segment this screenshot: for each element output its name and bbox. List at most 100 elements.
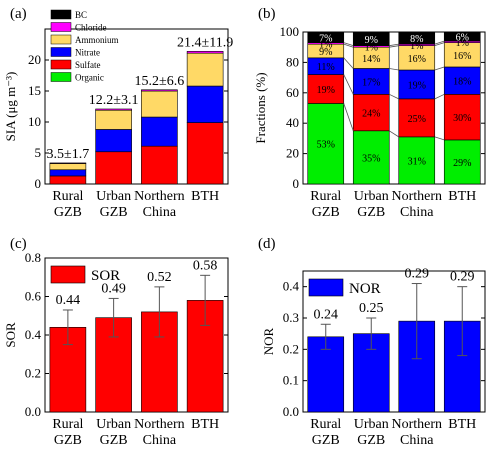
value-label: 0.49 [101,281,126,296]
y-tick-label: 0.3 [283,310,299,325]
total-annotation: 21.4±11.9 [177,35,233,50]
x-tick-label: GZB [54,205,82,220]
x-tick-label: GZB [100,205,128,220]
bar-segment-nitrate [398,69,436,100]
x-tick-label: Urban [354,189,389,204]
connector-line [434,40,445,45]
x-tick-label: GZB [100,433,128,448]
legend-label: SOR [91,268,120,284]
panel-label: (a) [10,6,27,22]
y-tick-label: 20 [286,146,299,161]
legend-swatch [50,34,72,45]
connector-line [343,74,354,95]
panel-label: (d) [258,236,276,252]
bar-segment-sulfate [141,145,178,185]
segment-label: 19% [317,85,335,96]
x-tick-label: Northern [134,417,185,432]
legend-label: NOR [349,281,381,297]
segment-label: 29% [453,158,471,169]
x-tick-label: China [400,433,434,448]
y-tick-label: 100 [280,24,300,39]
bar-segment-chloride [141,89,178,92]
x-tick-label: BTH [448,417,476,432]
x-tick-label: GZB [54,433,82,448]
segment-label: 8% [410,34,423,45]
value-label: 0.58 [193,258,218,273]
y-axis-label: Fractions (%) [253,72,268,143]
bar-segment-bc [352,31,390,46]
segment-label: 17% [362,77,380,88]
bar-segment-chloride [95,108,132,111]
y-tick-label: 60 [286,85,299,100]
legend-swatch [50,47,72,57]
y-tick-label: 5 [35,145,42,160]
value-label: 0.25 [359,301,384,316]
bar-segment-nitrate [141,116,178,147]
bar-segment-ammonium [95,109,132,130]
bar-segment-sulfate [49,175,87,185]
x-tick-label: BTH [191,189,219,204]
value-label: 0.29 [450,270,475,285]
segment-label: 7% [319,33,332,44]
segment-label: 9% [319,47,332,58]
connector-line [434,42,445,47]
segment-label: 18% [453,77,471,88]
panel-label: (c) [10,236,27,252]
bar-segment-ammonium [186,52,224,87]
value-label: 0.44 [56,293,81,308]
bar-segment-organic [352,130,390,185]
x-tick-label: Northern [391,417,442,432]
x-tick-label: GZB [312,205,340,220]
x-tick-label: Rural [310,189,341,204]
value-label: 0.52 [147,270,172,285]
segment-label: 6% [456,33,469,44]
segment-label: 1% [410,41,423,52]
bar-segment-ammonium [398,45,436,71]
x-tick-label: Urban [96,417,131,432]
y-axis-label: SIA (μg m⁻³) [3,72,18,142]
bar-segment-bc [443,31,481,42]
segment-label: 16% [453,51,471,62]
connector-line [434,66,445,71]
x-tick-label: China [143,433,177,448]
y-tick-label: 10 [28,114,41,129]
x-tick-label: GZB [312,433,340,448]
y-tick-label: 0 [35,176,42,191]
value-label: 0.29 [405,267,430,282]
connector-line [343,43,354,48]
legend-label: Chloride [75,23,107,33]
bar-segment-nitrate [49,169,87,177]
total-annotation: 12.2±3.1 [89,93,139,108]
panel-b: (b)020406080100RuralGZBUrbanGZBNorthernC… [253,6,486,220]
plot-frame [302,270,486,413]
y-tick-label: 0.4 [25,327,42,342]
legend-swatch [50,9,72,20]
y-tick-label: 80 [286,54,299,69]
bar-segment-bc [307,31,345,43]
x-tick-label: GZB [357,205,385,220]
bar-segment-chloride [186,51,224,54]
y-tick-label: 0 [293,176,300,191]
legend-swatch [308,278,344,297]
connector-line [389,43,399,47]
y-tick-label: 0.6 [25,289,42,304]
legend-label: Organic [75,73,104,83]
panel-c: (c)0.00.20.40.60.8RuralGZBUrbanGZBNorthe… [3,236,229,448]
segment-label: 9% [365,35,378,46]
segment-label: 35% [362,153,380,164]
connector-line [389,68,399,71]
y-tick-label: 0.2 [25,366,41,381]
x-tick-label: Northern [134,189,185,204]
legend-label: Nitrate [75,48,100,58]
x-tick-label: China [143,205,177,220]
legend-swatch [50,265,86,284]
x-tick-label: Rural [310,417,341,432]
legend-swatch [50,59,72,70]
bar-segment-ammonium [141,90,178,118]
connector-line [389,45,399,48]
segment-label: 1% [365,42,378,53]
y-tick-label: 20 [28,52,41,67]
bar-segment-sulfate [95,151,132,185]
bar-segment-sulfate [352,94,390,132]
